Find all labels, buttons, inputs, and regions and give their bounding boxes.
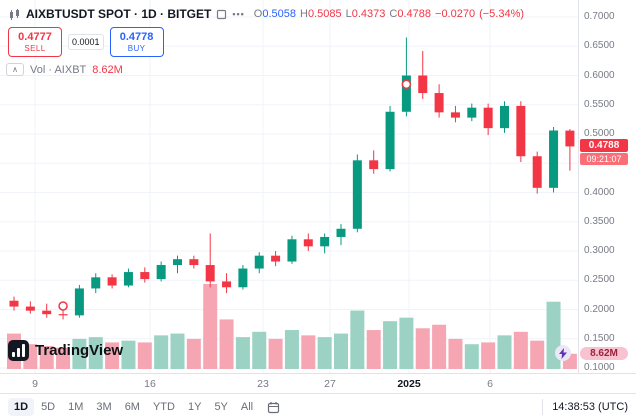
lightning-icon[interactable] <box>555 345 571 361</box>
range-1y-button[interactable]: 1Y <box>182 398 207 416</box>
time-axis-label: 9 <box>32 378 38 390</box>
price-axis-label: 0.2000 <box>584 303 615 315</box>
price-axis-label: 0.7000 <box>584 11 615 22</box>
price-axis-label: 0.3000 <box>584 245 615 256</box>
price-axis[interactable]: 0.70000.65000.60000.55000.50000.45000.40… <box>578 0 636 373</box>
sell-button[interactable]: 0.4777 SELL <box>8 27 62 57</box>
change-percent: (−5.34%) <box>479 8 525 20</box>
sell-price: 0.4777 <box>18 31 52 44</box>
high-value: 0.5085 <box>307 8 342 20</box>
chart-canvas[interactable] <box>0 0 578 373</box>
price-axis-label: 0.6500 <box>584 40 615 52</box>
trade-markers <box>58 79 412 311</box>
price-axis-label: 0.4000 <box>584 186 615 198</box>
expand-icon[interactable] <box>216 9 227 20</box>
clock-label[interactable]: 14:38:53 (UTC) <box>552 401 628 413</box>
candles <box>9 37 575 320</box>
buy-price: 0.4778 <box>119 31 154 44</box>
tradingview-logo-icon <box>8 340 29 361</box>
time-axis-label: 23 <box>257 378 269 390</box>
open-label: O <box>253 8 263 20</box>
range-3m-button[interactable]: 3M <box>90 398 117 416</box>
bottom-toolbar: 1D 5D 1M 3M 6M YTD 1Y 5Y All 14:38:53 (UTC) <box>0 393 636 420</box>
volume-bars <box>7 284 577 369</box>
range-1d-button[interactable]: 1D <box>8 398 35 416</box>
price-axis-label: 0.1500 <box>584 332 615 344</box>
range-ytd-button[interactable]: YTD <box>147 398 181 416</box>
range-6m-button[interactable]: 6M <box>119 398 146 416</box>
price-axis-label: 0.6000 <box>584 69 615 81</box>
time-axis-label: 16 <box>144 378 156 390</box>
range-1m-button[interactable]: 1M <box>62 398 89 416</box>
tradingview-watermark: TradingView <box>8 340 123 361</box>
date-range-buttons: 1D 5D 1M 3M 6M YTD 1Y 5Y All <box>8 398 259 416</box>
calendar-icon[interactable] <box>267 401 280 414</box>
chart-icon[interactable] <box>8 8 21 21</box>
buy-button[interactable]: 0.4778 BUY <box>109 27 164 57</box>
price-axis-label: 0.5500 <box>584 98 615 110</box>
time-axis[interactable]: 9 16 23 27 2025 6 <box>0 373 636 393</box>
tradingview-logo-text: TradingView <box>35 342 124 359</box>
price-axis-label: 0.2500 <box>584 274 615 286</box>
price-axis-label: 0.1000 <box>584 362 615 373</box>
change-value: −0.0270 <box>435 8 476 20</box>
price-axis-label: 0.3500 <box>584 215 615 227</box>
volume-indicator-value: 8.62M <box>92 63 123 76</box>
time-axis-label: 6 <box>487 378 493 390</box>
more-options-icon[interactable]: ••• <box>232 9 245 19</box>
symbol-title[interactable]: AIXBTUSDT SPOT · 1D · BITGET <box>26 7 212 21</box>
volume-indicator-label[interactable]: Vol · AIXBT <box>30 63 87 76</box>
range-all-button[interactable]: All <box>235 398 259 416</box>
toolbar-divider <box>542 399 544 415</box>
current-price-tag: 0.4788 09:21:07 <box>580 139 628 166</box>
chart-header: AIXBTUSDT SPOT · 1D · BITGET ••• O0.5058… <box>8 7 524 21</box>
range-5d-button[interactable]: 5D <box>35 398 61 416</box>
close-label: C <box>389 8 398 20</box>
ohlc-values: O0.5058 H0.5085 L0.4373 C0.4788 −0.0270 … <box>254 8 524 20</box>
pane-collapse-button[interactable]: ∧ <box>6 63 24 76</box>
range-5y-button[interactable]: 5Y <box>208 398 233 416</box>
time-axis-label: 2025 <box>397 378 421 390</box>
high-label: H <box>300 8 308 20</box>
volume-indicator-row: ∧ Vol · AIXBT 8.62M <box>6 63 123 76</box>
trade-panel: 0.4777 SELL 0.0001 0.4778 BUY <box>8 27 164 57</box>
close-value: 0.4788 <box>397 8 432 20</box>
price-axis-label: 0.5000 <box>584 128 615 139</box>
current-price-label: 0.4788 <box>580 139 628 153</box>
low-label: L <box>345 8 352 20</box>
open-value: 0.5058 <box>262 8 297 20</box>
spread-value: 0.0001 <box>68 34 104 50</box>
time-axis-label: 27 <box>324 378 336 390</box>
current-volume-label: 8.62M <box>580 346 628 360</box>
buy-label: BUY <box>127 43 146 53</box>
low-value: 0.4373 <box>351 8 386 20</box>
sell-label: SELL <box>24 43 46 53</box>
bar-countdown-label: 09:21:07 <box>580 153 628 166</box>
